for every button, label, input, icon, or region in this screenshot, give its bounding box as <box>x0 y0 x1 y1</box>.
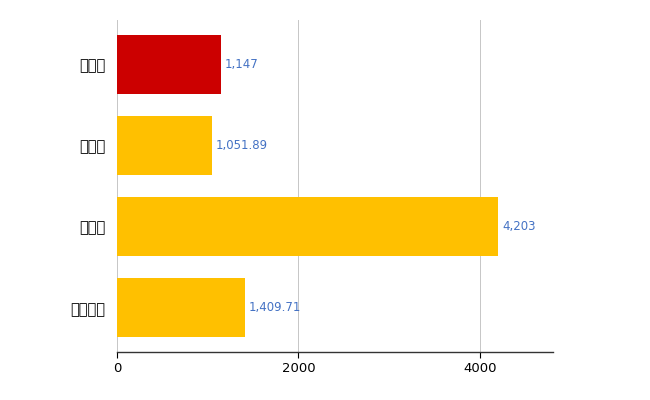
Text: 4,203: 4,203 <box>502 220 536 233</box>
Bar <box>117 116 213 175</box>
Text: 1,051.89: 1,051.89 <box>216 139 268 152</box>
Bar <box>117 35 221 94</box>
Text: 1,409.71: 1,409.71 <box>248 301 301 314</box>
Text: 1,147: 1,147 <box>225 58 259 71</box>
Bar <box>117 197 499 256</box>
Bar <box>117 278 245 337</box>
